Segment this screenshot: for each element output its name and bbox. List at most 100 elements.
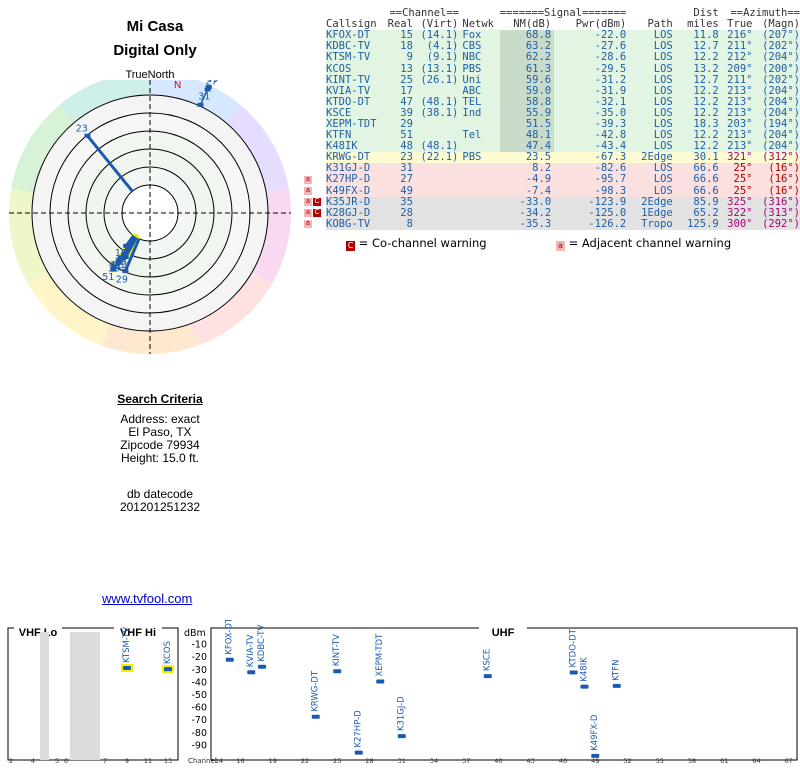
x-tick-label: 43: [527, 757, 535, 765]
adjacent-warning-icon: a: [304, 187, 312, 195]
y-tick-label: -50: [191, 690, 207, 701]
x-tick-label: 52: [623, 757, 631, 765]
cell-nm: 68.8: [499, 30, 555, 42]
cell-call: K49FX-D: [326, 184, 371, 197]
table-row: XEPM-TDT 29 51.5 -39.3 LOS 18.3 203° (194°): [326, 117, 800, 131]
cell-dist: 30.1: [693, 151, 719, 164]
station-power-bar: [397, 734, 406, 739]
search-criteria-title: Search Criteria: [117, 392, 203, 406]
address-text: Address: exact: [120, 412, 200, 426]
cell-dist: 66.6: [693, 173, 719, 186]
cell-dist: 12.2: [693, 106, 719, 119]
table-row: K28GJ-D 28 -34.2 -125.0 1Edge 65.2 322° (313°): [326, 206, 800, 219]
polar-rim-segment: [170, 80, 199, 103]
cell-magn: (204°): [762, 95, 800, 108]
north-marker: N: [174, 80, 181, 91]
cell-path: LOS: [653, 140, 673, 153]
cell-true: 322°: [727, 206, 753, 219]
band-label: VHF Lo: [19, 627, 58, 639]
cell-path: LOS: [653, 106, 673, 119]
polar-rim-segment: [225, 288, 259, 322]
station-end-marker: [205, 85, 212, 90]
cell-magn: (16°): [768, 173, 800, 186]
polar-rim-segment: [101, 323, 130, 352]
cell-call: KFOX-DT: [326, 29, 371, 42]
cell-true: 203°: [727, 117, 753, 130]
station-callsign-label: KDBC-TV: [257, 625, 267, 662]
polar-rim-segment: [59, 303, 91, 336]
cell-real: 39: [400, 106, 413, 119]
table-row: KDBC-TV 18 (4.1) CBS 63.2 -27.6 LOS 12.7 211° (20…: [326, 40, 800, 53]
cell-true: 25°: [733, 173, 753, 186]
x-tick-label: 14: [215, 757, 223, 765]
station-label: 31: [198, 92, 210, 103]
col-header: Netwk: [462, 18, 494, 31]
cell-call: KVIA-TV: [326, 84, 371, 97]
cell-magn: (204°): [762, 51, 800, 64]
station-label: 23: [76, 124, 88, 135]
co-channel-legend-label: = Co-channel warning: [358, 236, 487, 250]
cell-true: 325°: [727, 195, 753, 208]
station-callsign-label: KRWG-DT: [311, 670, 321, 712]
polar-rim-segment: [79, 80, 110, 111]
x-tick-label: 67: [785, 757, 793, 765]
cell-call: K35JR-D: [326, 195, 371, 208]
station-callsign-label: KTSM-TV: [122, 627, 132, 663]
polar-rim-segment: [27, 272, 60, 304]
x-tick-label: 61: [720, 757, 728, 765]
x-tick-label: 6: [64, 757, 68, 765]
x-tick-label: 13: [164, 757, 172, 765]
spectrum-chart: VHF Lo VHF Hi UHF dBm-10-20 -30-40 -50 -60-70 -…: [7, 620, 798, 765]
tvfool-link[interactable]: www.tvfool.com: [102, 591, 193, 606]
cell-call: XEPM-TDT: [326, 117, 377, 130]
cell-call: KTSM-TV: [326, 51, 371, 64]
cell-net: [462, 208, 499, 219]
cell-call: K27HP-D: [326, 173, 371, 186]
polar-rim-segment: [266, 188, 291, 213]
cell-magn: (16°): [768, 162, 800, 175]
cell-virt: [413, 174, 462, 185]
polar-rim-segment: [79, 315, 110, 346]
cell-path: LOS: [653, 95, 673, 108]
cell-path: LOS: [653, 51, 673, 64]
cell-path: 2Edge: [641, 151, 673, 164]
cell-pwr: -95.7: [594, 173, 627, 186]
adjacent-warning-icon: a: [304, 176, 312, 184]
table-row: KFOX-DT 15 (14.1) Fox 68.8 -22.0 LOS 11.8 216° (2…: [326, 29, 800, 42]
cell-call: K48IK: [326, 140, 358, 153]
polar-rim-segment: [17, 142, 48, 173]
cell-true: 321°: [727, 151, 753, 164]
col-header: (Virt): [420, 18, 459, 31]
polar-rim-segment: [11, 233, 40, 262]
cell-real: 15: [400, 29, 413, 42]
cell-true: 213°: [727, 129, 753, 142]
co-channel-warning-icon: C: [313, 198, 321, 206]
polar-rim-segment: [9, 188, 34, 213]
band-label-bg: [479, 624, 527, 633]
cell-virt: (14.1): [420, 29, 459, 42]
cell-real: 23: [400, 151, 413, 164]
co-channel-warning-icon: C: [346, 241, 355, 251]
cell-virt: (48.1): [420, 140, 459, 153]
cell-pwr: -126.2: [588, 217, 627, 230]
page-subtitle: Digital Only: [113, 42, 197, 59]
station-power-bar: [376, 679, 385, 684]
cell-magn: (313°): [762, 206, 800, 219]
station-ray: [199, 90, 208, 106]
cell-real: 29: [400, 117, 413, 130]
cell-true: 211°: [727, 40, 753, 53]
band-label: VHF Hi: [120, 627, 156, 639]
station-power-bar: [225, 657, 234, 662]
cell-real: 28: [400, 206, 413, 219]
cell-true: 213°: [727, 140, 753, 153]
cell-real: 25: [400, 73, 413, 86]
cell-dist: 12.2: [693, 129, 719, 142]
cell-nm: 8.2: [532, 162, 552, 175]
cell-virt: [413, 119, 462, 130]
polar-rim-segment: [101, 80, 130, 103]
db-label: db datecode: [126, 487, 194, 501]
vhf-gap: [40, 632, 49, 760]
col-header: Pwr(dBm): [575, 18, 627, 31]
station-label: 47: [110, 260, 122, 271]
